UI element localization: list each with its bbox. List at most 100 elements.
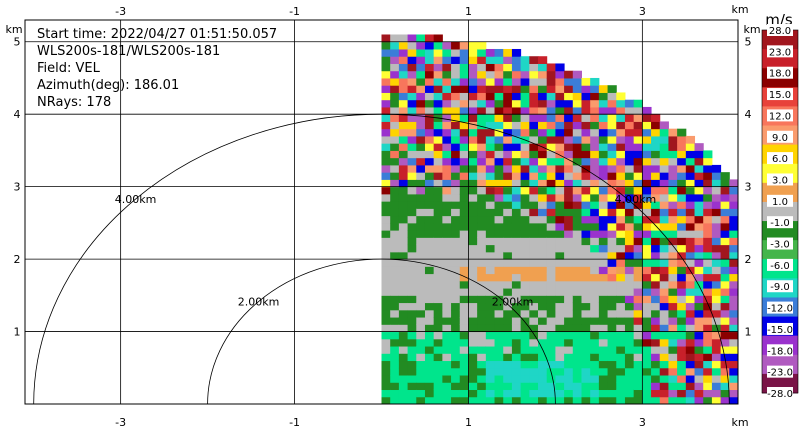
velocity-cell	[608, 390, 617, 398]
velocity-cell	[434, 332, 443, 340]
velocity-cell	[512, 223, 521, 231]
velocity-cell	[434, 303, 443, 311]
x-tick-label-top: -3	[115, 5, 126, 18]
velocity-cell	[695, 187, 704, 195]
velocity-cell	[686, 187, 695, 195]
velocity-cell	[729, 259, 738, 267]
velocity-cell	[416, 368, 425, 376]
velocity-cell	[547, 100, 556, 108]
velocity-cell	[408, 295, 417, 303]
velocity-cell	[555, 274, 564, 282]
velocity-cell	[521, 397, 530, 405]
velocity-cell	[599, 114, 608, 122]
velocity-cell	[564, 317, 573, 325]
velocity-cell	[668, 252, 677, 260]
velocity-cell	[564, 281, 573, 289]
velocity-cell	[581, 339, 590, 347]
velocity-cell	[660, 324, 669, 332]
velocity-cell	[721, 216, 730, 224]
velocity-cell	[668, 230, 677, 238]
velocity-cell	[729, 346, 738, 354]
velocity-cell	[616, 143, 625, 151]
velocity-cell	[416, 78, 425, 86]
velocity-cell	[460, 85, 469, 93]
velocity-cell	[686, 158, 695, 166]
velocity-cell	[599, 295, 608, 303]
velocity-cell	[590, 303, 599, 311]
velocity-cell	[703, 201, 712, 209]
velocity-cell	[486, 361, 495, 369]
velocity-cell	[651, 281, 660, 289]
velocity-cell	[495, 56, 504, 64]
colorbar-tick-label: 6.0	[772, 154, 788, 165]
velocity-cell	[442, 382, 451, 390]
velocity-cell	[651, 252, 660, 260]
velocity-cell	[608, 179, 617, 187]
velocity-cell	[468, 266, 477, 274]
velocity-cell	[573, 179, 582, 187]
velocity-cell	[677, 237, 686, 245]
velocity-cell	[442, 237, 451, 245]
velocity-cell	[503, 172, 512, 180]
velocity-cell	[677, 303, 686, 311]
velocity-cell	[503, 92, 512, 100]
velocity-cell	[503, 63, 512, 71]
velocity-cell	[503, 346, 512, 354]
velocity-cell	[564, 295, 573, 303]
velocity-cell	[538, 317, 547, 325]
colorbar-tick-label: 18.0	[769, 69, 791, 80]
velocity-cell	[573, 390, 582, 398]
velocity-cell	[651, 346, 660, 354]
velocity-cell	[451, 295, 460, 303]
velocity-cell	[677, 339, 686, 347]
velocity-cell	[521, 223, 530, 231]
velocity-cell	[442, 390, 451, 398]
velocity-cell	[382, 230, 391, 238]
velocity-cell	[408, 121, 417, 129]
velocity-cell	[434, 252, 443, 260]
velocity-cell	[634, 288, 643, 296]
velocity-cell	[477, 129, 486, 137]
velocity-cell	[573, 288, 582, 296]
velocity-cell	[529, 71, 538, 79]
velocity-cell	[668, 274, 677, 282]
velocity-cell	[590, 100, 599, 108]
velocity-cell	[399, 143, 408, 151]
velocity-cell	[581, 172, 590, 180]
velocity-cell	[564, 194, 573, 202]
velocity-cell	[590, 158, 599, 166]
velocity-cell	[399, 208, 408, 216]
velocity-cell	[390, 303, 399, 311]
velocity-cell	[434, 361, 443, 369]
velocity-cell	[634, 158, 643, 166]
velocity-cell	[477, 107, 486, 115]
x-tick-label-top: -1	[289, 5, 300, 18]
velocity-cell	[529, 245, 538, 253]
velocity-cell	[442, 310, 451, 318]
velocity-cell	[642, 295, 651, 303]
velocity-cell	[729, 375, 738, 383]
velocity-cell	[686, 136, 695, 144]
velocity-cell	[416, 230, 425, 238]
velocity-cell	[547, 295, 556, 303]
velocity-cell	[642, 303, 651, 311]
velocity-cell	[460, 237, 469, 245]
velocity-cell	[495, 78, 504, 86]
velocity-cell	[382, 143, 391, 151]
velocity-cell	[581, 310, 590, 318]
velocity-cell	[408, 107, 417, 115]
velocity-cell	[425, 324, 434, 332]
velocity-cell	[555, 78, 564, 86]
velocity-cell	[538, 194, 547, 202]
velocity-cell	[581, 266, 590, 274]
velocity-cell	[382, 121, 391, 129]
velocity-cell	[642, 310, 651, 318]
velocity-cell	[416, 303, 425, 311]
velocity-cell	[416, 382, 425, 390]
velocity-cell	[625, 266, 634, 274]
velocity-cell	[460, 136, 469, 144]
velocity-cell	[564, 208, 573, 216]
velocity-cell	[460, 114, 469, 122]
velocity-cell	[451, 216, 460, 224]
